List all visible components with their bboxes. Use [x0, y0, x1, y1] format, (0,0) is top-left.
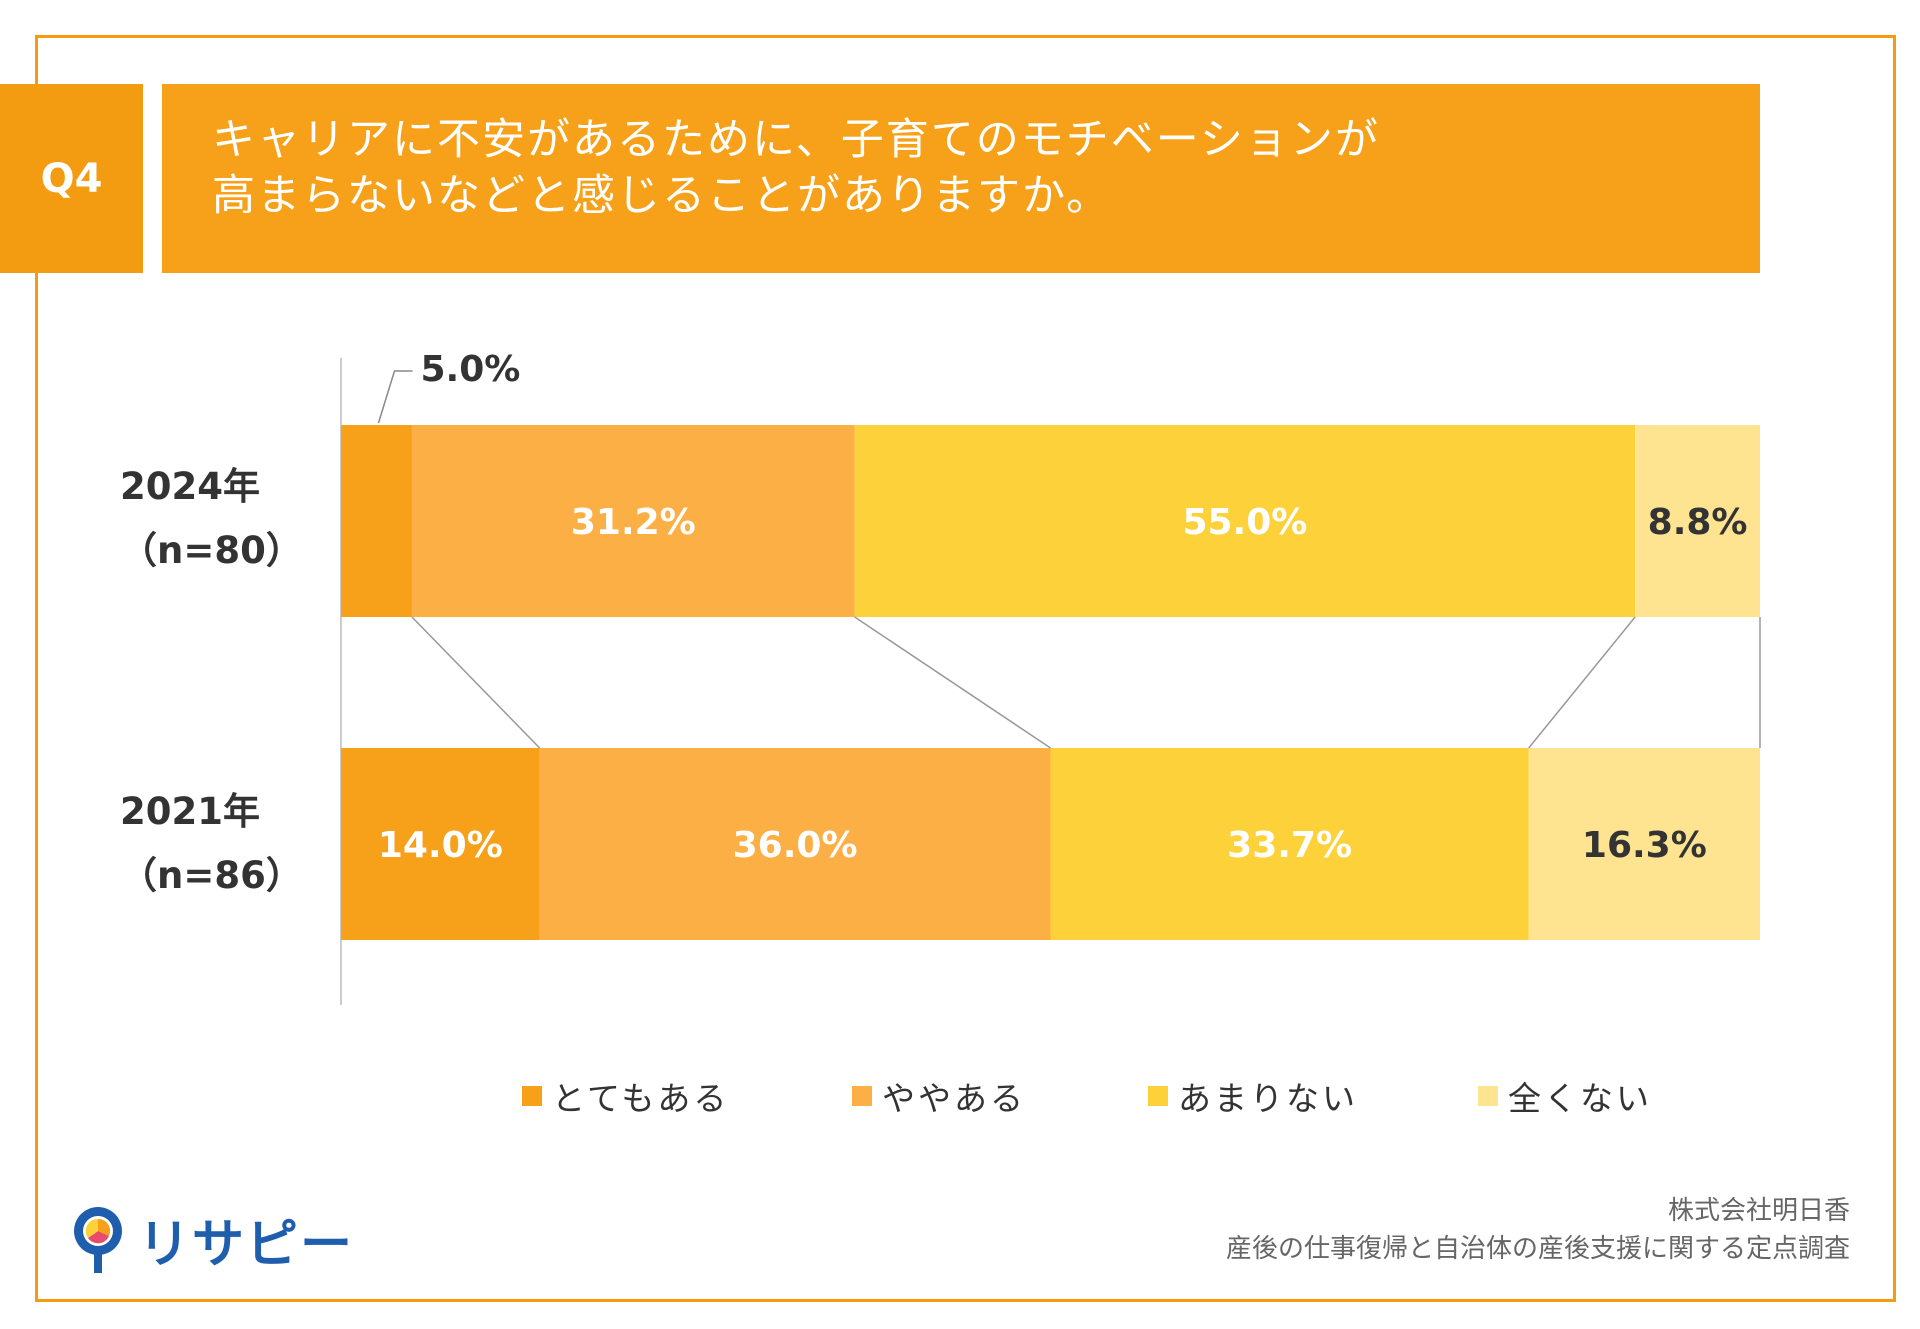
logo-text: リサピー — [138, 1215, 355, 1275]
bar-2024-very — [341, 425, 412, 617]
series-connector-line — [1528, 616, 1636, 749]
category-label-2021-year: 2021年 — [120, 790, 260, 833]
question-title-line1: キャリアに不安があるために、子育てのモチベーションが — [212, 115, 1380, 165]
data-label-2021-somewhat: 36.0% — [733, 825, 858, 866]
legend-label: あまりない — [1178, 1079, 1358, 1118]
legend: とてもある ややある あまりない 全くない — [0, 1072, 1920, 1122]
source-line1: 株式会社明日香 — [1667, 1196, 1850, 1226]
bar-2024-somewhat — [411, 425, 855, 617]
legend-swatch-icon — [522, 1086, 542, 1106]
legend-swatch-icon — [1148, 1086, 1168, 1106]
data-label-2024-somewhat: 31.2% — [571, 502, 696, 543]
series-connector-line — [411, 616, 541, 749]
data-label-2021-very: 14.0% — [378, 825, 503, 866]
bar-2021-not-at-all — [1528, 748, 1760, 940]
category-label-2021: 2021年 （n=86） — [120, 780, 303, 908]
category-label-2024: 2024年 （n=80） — [120, 455, 303, 583]
legend-swatch-icon — [1478, 1086, 1498, 1106]
data-label-2021-not-at-all: 16.3% — [1582, 825, 1707, 866]
category-label-2024-year: 2024年 — [120, 465, 260, 508]
legend-label: ややある — [882, 1079, 1026, 1118]
bar-2024-not-much — [854, 425, 1636, 617]
brand-logo: リサピー — [70, 1202, 354, 1277]
bar-2021-somewhat — [539, 748, 1051, 940]
data-label-2024-not-much: 55.0% — [1182, 502, 1307, 543]
legend-item-somewhat: ややある — [852, 1072, 1026, 1120]
question-title-line2: 高まらないなどと感じることがありますか。 — [212, 171, 1112, 221]
legend-item-not-at-all: 全くない — [1478, 1072, 1652, 1120]
source-note: 株式会社明日香 産後の仕事復帰と自治体の産後支援に関する定点調査 — [1226, 1192, 1850, 1268]
logo-pin-icon — [74, 1206, 122, 1273]
leader-line-2024-very — [377, 370, 413, 424]
question-badge: Q4 — [0, 84, 143, 273]
category-label-2024-n: （n=80） — [120, 529, 303, 572]
bar-2021-very — [341, 748, 540, 940]
legend-item-very: とてもある — [522, 1072, 729, 1120]
data-label-2024-not-at-all: 8.8% — [1648, 502, 1748, 543]
series-connector-line — [854, 616, 1051, 749]
data-label-2024-very: 5.0% — [420, 349, 520, 390]
question-title: キャリアに不安があるために、子育てのモチベーションが 高まらないなどと感じること… — [162, 84, 1760, 273]
outer-frame — [35, 35, 1896, 1302]
source-line2: 産後の仕事復帰と自治体の産後支援に関する定点調査 — [1225, 1234, 1850, 1264]
bar-2021-not-much — [1050, 748, 1529, 940]
category-label-2021-n: （n=86） — [120, 854, 303, 897]
bar-2024-not-at-all — [1635, 425, 1760, 617]
data-label-2021-not-much: 33.7% — [1227, 825, 1352, 866]
legend-item-not-much: あまりない — [1148, 1072, 1358, 1120]
legend-swatch-icon — [852, 1086, 872, 1106]
legend-label: 全くない — [1508, 1079, 1652, 1118]
legend-label: とてもある — [552, 1079, 730, 1118]
